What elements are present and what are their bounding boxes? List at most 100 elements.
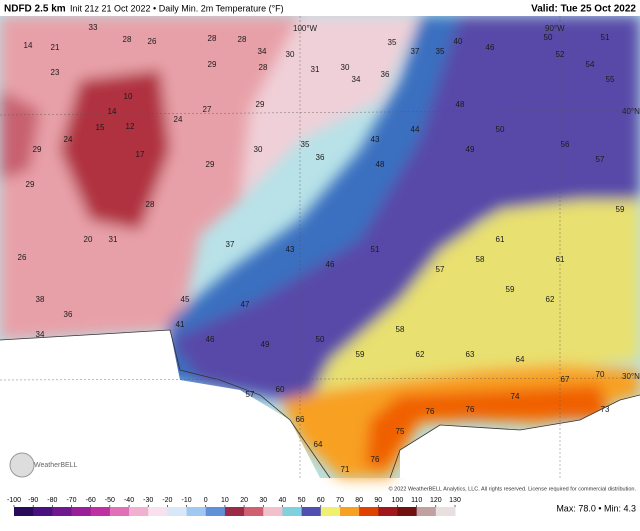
colorbar-segment bbox=[301, 507, 322, 516]
colorbar-segment bbox=[244, 507, 264, 516]
station-value: 37 bbox=[226, 240, 235, 249]
colorbar-segment bbox=[224, 507, 245, 516]
station-value: 43 bbox=[371, 135, 380, 144]
colorbar-tick-label: 100 bbox=[392, 497, 404, 504]
station-value: 58 bbox=[476, 255, 485, 264]
colorbar-tick-label: 130 bbox=[449, 497, 461, 504]
station-value: 76 bbox=[426, 407, 435, 416]
colorbar-tick-label: 120 bbox=[430, 497, 442, 504]
station-value: 61 bbox=[496, 235, 505, 244]
station-value: 28 bbox=[146, 200, 155, 209]
logo-text: WeatherBELL bbox=[34, 462, 78, 469]
station-value: 50 bbox=[316, 335, 325, 344]
station-value: 62 bbox=[546, 295, 555, 304]
colorbar-tick-label: -70 bbox=[66, 497, 76, 504]
colorbar-segment bbox=[167, 507, 188, 516]
station-value: 21 bbox=[51, 43, 60, 52]
station-value: 37 bbox=[411, 47, 420, 56]
station-value: 61 bbox=[556, 255, 565, 264]
colorbar-tick-label: 40 bbox=[279, 497, 287, 504]
station-value: 29 bbox=[256, 100, 265, 109]
colorbar-tick-label: -10 bbox=[182, 497, 192, 504]
station-value: 59 bbox=[506, 285, 515, 294]
station-value: 63 bbox=[466, 350, 475, 359]
colorbar-tick-label: -60 bbox=[86, 497, 96, 504]
station-value: 36 bbox=[381, 70, 390, 79]
colorbar-segment bbox=[397, 507, 418, 516]
station-value: 31 bbox=[109, 235, 118, 244]
station-value: 73 bbox=[601, 405, 610, 414]
colorbar-segment bbox=[282, 507, 303, 516]
station-value: 48 bbox=[456, 100, 465, 109]
colorbar-segment bbox=[109, 507, 130, 516]
colorbar-segment bbox=[52, 507, 73, 516]
station-value: 58 bbox=[396, 325, 405, 334]
station-value: 66 bbox=[296, 415, 305, 424]
colorbar-tick-label: 90 bbox=[374, 497, 382, 504]
station-values: 14 21 23 33 28 26 28 28 29 34 30 28 31 30 34 36 35 37 35 40… bbox=[18, 23, 625, 474]
colorbar-segment bbox=[90, 507, 111, 516]
station-value: 20 bbox=[84, 235, 93, 244]
grid-label: 40°N bbox=[622, 107, 640, 116]
copyright: © 2022 WeatherBELL Analytics, LLC. All r… bbox=[389, 485, 637, 492]
station-value: 59 bbox=[616, 205, 625, 214]
colorbar-tick-label: -50 bbox=[105, 497, 115, 504]
station-value: 76 bbox=[466, 405, 475, 414]
station-value: 27 bbox=[203, 105, 212, 114]
logo: WeatherBELL bbox=[9, 452, 78, 478]
station-value: 47 bbox=[241, 300, 250, 309]
station-value: 59 bbox=[356, 350, 365, 359]
station-value: 29 bbox=[26, 180, 35, 189]
station-value: 23 bbox=[51, 68, 60, 77]
colorbar-segment bbox=[129, 507, 149, 516]
station-value: 33 bbox=[89, 23, 98, 32]
station-value: 71 bbox=[341, 465, 350, 474]
station-value: 10 bbox=[124, 92, 133, 101]
station-value: 62 bbox=[416, 350, 425, 359]
station-value: 29 bbox=[208, 60, 217, 69]
colorbar-segment bbox=[435, 507, 456, 516]
station-value: 35 bbox=[388, 38, 397, 47]
station-value: 31 bbox=[311, 65, 320, 74]
colorbar-segment bbox=[263, 507, 283, 516]
station-value: 24 bbox=[174, 115, 183, 124]
station-value: 28 bbox=[238, 35, 247, 44]
grid-label: 100°W bbox=[293, 24, 318, 33]
station-value: 14 bbox=[24, 41, 33, 50]
station-value: 64 bbox=[516, 355, 525, 364]
station-value: 46 bbox=[206, 335, 215, 344]
colorbar-tick-label: -80 bbox=[47, 497, 57, 504]
station-value: 40 bbox=[454, 37, 463, 46]
station-value: 26 bbox=[148, 37, 157, 46]
colorbar-tick-label: 0 bbox=[204, 497, 208, 504]
colorbar-tick-label: -90 bbox=[28, 497, 38, 504]
station-value: 75 bbox=[396, 427, 405, 436]
station-value: 29 bbox=[206, 160, 215, 169]
grid-label: 30°N bbox=[622, 372, 640, 381]
colorbar-segment bbox=[148, 507, 168, 516]
station-value: 34 bbox=[258, 47, 267, 56]
station-value: 28 bbox=[259, 63, 268, 72]
station-value: 34 bbox=[36, 330, 45, 339]
colorbar-tick-label: -100 bbox=[7, 497, 21, 504]
station-value: 30 bbox=[286, 50, 295, 59]
station-value: 67 bbox=[561, 375, 570, 384]
map-field bbox=[0, 16, 640, 479]
station-value: 55 bbox=[606, 75, 615, 84]
station-value: 57 bbox=[596, 155, 605, 164]
station-value: 41 bbox=[176, 320, 185, 329]
grid-label: 90°W bbox=[545, 24, 565, 33]
station-value: 28 bbox=[123, 35, 132, 44]
title: NDFD 2.5 km bbox=[4, 4, 66, 15]
station-value: 64 bbox=[314, 440, 323, 449]
colorbar-segment bbox=[14, 507, 34, 516]
station-value: 50 bbox=[496, 125, 505, 134]
station-value: 29 bbox=[33, 145, 42, 154]
station-value: 35 bbox=[436, 47, 445, 56]
station-value: 30 bbox=[341, 63, 350, 72]
colorbar: -100 -90 -80 -70 -60 -50 -40 -30 -20 -10 0 10 20 30 40… bbox=[7, 497, 461, 516]
station-value: 49 bbox=[261, 340, 270, 349]
station-value: 50 bbox=[544, 33, 553, 42]
station-value: 54 bbox=[586, 60, 595, 69]
station-value: 70 bbox=[596, 370, 605, 379]
